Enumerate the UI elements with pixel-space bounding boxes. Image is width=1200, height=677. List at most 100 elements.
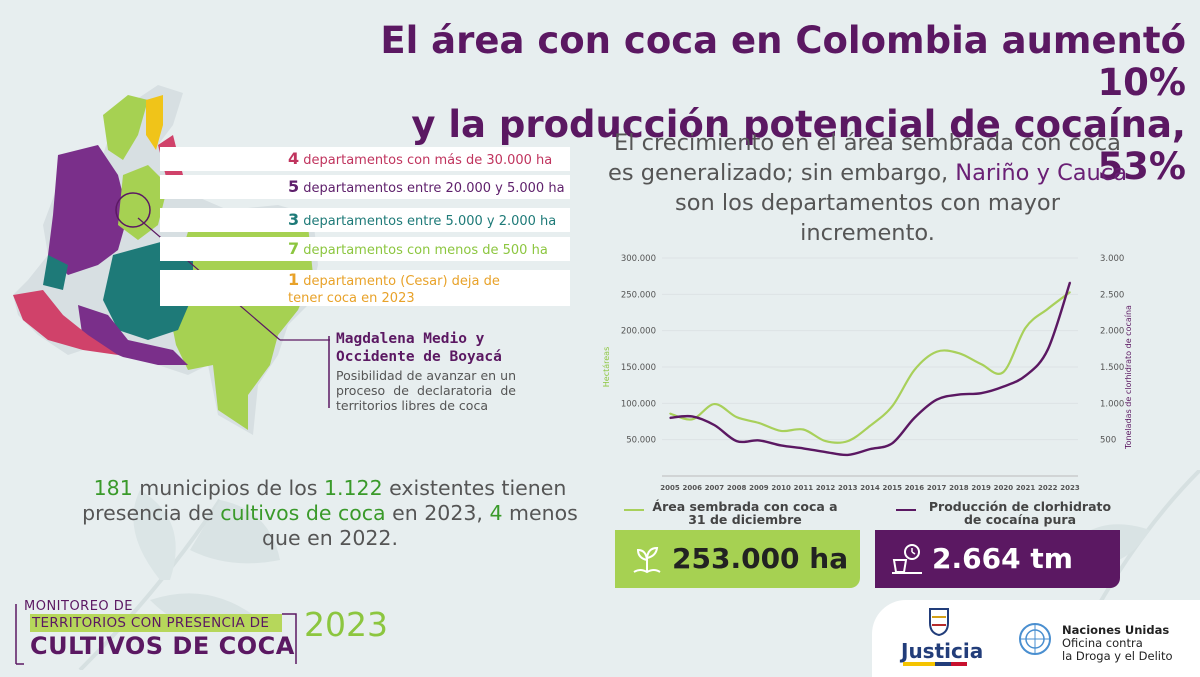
x-tick-label: 2023 <box>1060 484 1080 492</box>
map-region-teal-small <box>43 255 68 290</box>
legend-count: 4 <box>288 149 300 168</box>
legend-count: 3 <box>288 210 300 229</box>
legend-count: 7 <box>288 239 300 258</box>
point-production <box>891 442 894 445</box>
y2-tick-label: 1.000 <box>1100 399 1124 409</box>
point-area <box>691 418 694 421</box>
scale-icon <box>892 544 922 574</box>
legend-text: departamentos entre 5.000 y 2.000 ha <box>303 214 557 229</box>
point-production <box>780 444 782 447</box>
y-tick-label: 250.000 <box>621 290 656 300</box>
muni-n3: cultivos de coca <box>220 501 386 525</box>
legend-count: 5 <box>288 177 300 196</box>
map-region-yellow <box>146 95 163 150</box>
legend-text: departamentos entre 20.000 y 5.000 ha <box>303 181 565 196</box>
legend-swatch-area <box>624 509 644 511</box>
x-tick-label: 2005 <box>660 484 680 492</box>
brand-line-1: MONITOREO DE <box>24 599 134 614</box>
point-production <box>713 424 716 426</box>
x-tick-label: 2018 <box>949 484 969 492</box>
brand-line-3: CULTIVOS DE COCA <box>30 632 295 660</box>
colombia-flag-bar <box>903 662 967 666</box>
y-tick-label: 300.000 <box>621 254 656 264</box>
y-tick-label: 50.000 <box>626 436 656 446</box>
point-production <box>1002 385 1005 388</box>
legend-row: 7 departamentos con menos de 500 ha <box>160 237 570 261</box>
y2-axis-label: Toneladas de clorhidrato de cocaína <box>1124 305 1133 450</box>
x-tick-label: 2010 <box>771 484 791 492</box>
point-area <box>1046 308 1049 310</box>
map-region-purple-west <box>48 145 128 275</box>
legend-text: departamentos con menos de 500 ha <box>303 243 548 258</box>
y-tick-label: 150.000 <box>621 363 656 373</box>
production-highlight-box: 2.664 tm <box>875 530 1120 588</box>
x-tick-label: 2016 <box>905 484 925 492</box>
plant-icon <box>633 546 661 574</box>
title-line-2: y la producción potencial de cocaína, 53… <box>411 103 1186 188</box>
legend-row: 5 departamentos entre 20.000 y 5.000 ha <box>160 175 570 199</box>
x-tick-label: 2007 <box>705 484 725 492</box>
y-axis-label: Hectáreas <box>602 347 611 387</box>
x-tick-label: 2011 <box>794 484 814 492</box>
map-region-purple-south <box>78 305 188 365</box>
area-value: 253.000 ha <box>672 542 849 575</box>
y2-tick-label: 500 <box>1100 436 1116 446</box>
y-tick-label: 200.000 <box>621 327 656 337</box>
legend-swatch-production <box>896 509 916 511</box>
point-production <box>869 448 871 450</box>
y2-tick-label: 2.000 <box>1100 327 1124 337</box>
point-area <box>669 412 671 415</box>
point-area <box>780 430 782 432</box>
title-line-1: El área con coca en Colombia aumentó 10% <box>380 19 1186 104</box>
point-production <box>958 393 960 396</box>
point-production <box>1024 374 1027 377</box>
point-production <box>691 415 694 418</box>
legend-production: Producción de clorhidrato de cocaína pur… <box>928 499 1112 527</box>
point-production <box>802 447 805 450</box>
muni-n2: 1.122 <box>323 476 383 500</box>
point-production <box>824 451 827 453</box>
legend-row: 1 departamento (Cesar) deja de tener coc… <box>160 270 570 306</box>
x-tick-label: 2014 <box>860 484 880 492</box>
y-tick-label: 100.000 <box>621 399 656 409</box>
point-area <box>935 350 938 353</box>
page-title: El área con coca en Colombia aumentó 10%… <box>326 20 1186 188</box>
subtitle-part-1: El crecimiento en el área sembrada con c… <box>608 130 1121 186</box>
point-production <box>735 440 738 442</box>
y2-tick-label: 2.500 <box>1100 290 1124 300</box>
point-area <box>891 405 894 408</box>
x-tick-label: 2009 <box>749 484 769 492</box>
point-area <box>713 403 716 405</box>
brand-frame <box>15 604 297 665</box>
point-production <box>758 439 760 442</box>
y2-tick-label: 1.500 <box>1100 363 1124 373</box>
municipios-statement: 181 municipios de los 1.122 existentes t… <box>80 476 580 551</box>
colombia-coat-of-arms-icon <box>929 608 949 637</box>
point-area <box>1069 291 1071 293</box>
point-production <box>935 398 938 401</box>
justicia-logo-text: Justicia <box>901 639 984 663</box>
production-value: 2.664 tm <box>932 542 1073 575</box>
magdalena-title: Magdalena Medio y Occidente de Boyacá <box>336 331 502 365</box>
legend-row: 3 departamentos entre 5.000 y 2.000 ha <box>160 208 570 232</box>
point-area <box>980 363 982 365</box>
x-tick-label: 2015 <box>882 484 902 492</box>
x-tick-label: 2012 <box>816 484 836 492</box>
point-production <box>1069 281 1071 284</box>
area-highlight-box: 253.000 ha <box>615 530 860 588</box>
point-production <box>669 417 671 419</box>
legend-row: 4 departamentos con más de 30.000 ha <box>160 147 570 171</box>
un-emblem-icon <box>1019 623 1051 655</box>
point-area <box>869 425 871 427</box>
point-area <box>913 369 916 371</box>
x-tick-label: 2019 <box>971 484 991 492</box>
x-tick-label: 2008 <box>727 484 747 492</box>
un-logo-line-1: Naciones Unidas <box>1062 623 1170 637</box>
point-area <box>824 440 827 442</box>
x-tick-label: 2022 <box>1038 484 1058 492</box>
point-area <box>958 352 960 354</box>
point-production <box>1046 348 1049 351</box>
x-tick-label: 2021 <box>1016 484 1036 492</box>
point-area <box>1002 371 1005 373</box>
point-area <box>758 422 760 424</box>
